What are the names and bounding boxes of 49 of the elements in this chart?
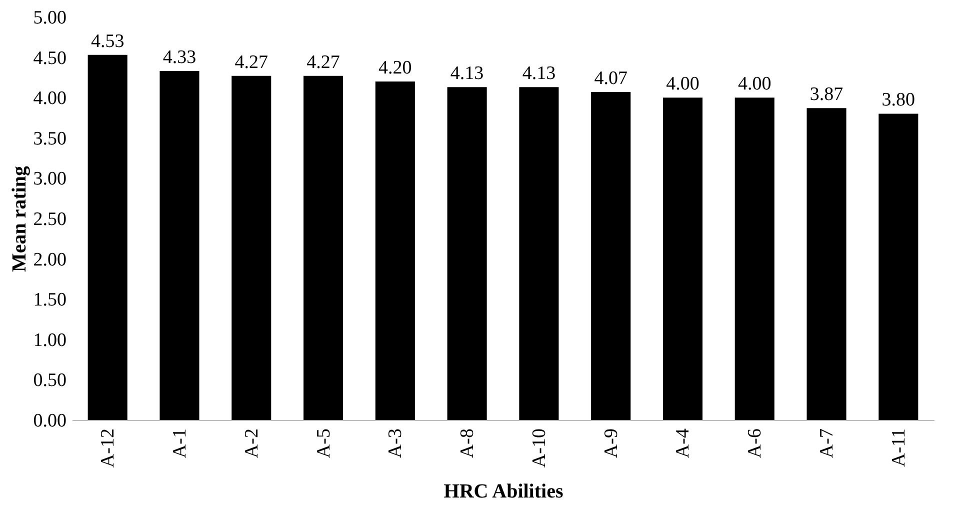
x-axis-title: HRC Abilities	[444, 480, 564, 503]
x-tick-label: A-12	[98, 428, 119, 468]
y-tick-label: 2.00	[33, 249, 66, 270]
data-label: 3.87	[810, 84, 844, 106]
x-tick-label: A-2	[241, 428, 262, 458]
bar	[734, 98, 774, 420]
bar	[878, 114, 918, 420]
bar	[806, 108, 846, 420]
data-label: 4.00	[738, 74, 772, 95]
bar	[591, 92, 631, 420]
x-tick-label: A-6	[744, 428, 766, 458]
y-tick-label: 2.50	[33, 209, 66, 230]
bar	[303, 76, 344, 420]
bar	[375, 81, 415, 420]
x-tick-label: A-5	[313, 428, 334, 458]
y-tick-label: 4.00	[33, 88, 66, 110]
y-tick-label: 3.00	[33, 168, 66, 190]
data-label: 3.80	[882, 90, 916, 111]
x-tick-label: A-7	[816, 428, 838, 458]
data-label: 4.27	[306, 52, 340, 73]
x-tick-label: A-4	[672, 428, 694, 458]
data-label: 4.20	[378, 57, 412, 78]
y-tick-label: 1.50	[33, 290, 66, 311]
y-tick-label: 4.50	[33, 48, 66, 69]
y-tick-label: 5.00	[33, 8, 66, 28]
data-label: 4.13	[522, 63, 556, 84]
data-label: 4.53	[90, 30, 124, 52]
bar	[447, 87, 487, 420]
bar	[662, 98, 703, 420]
bar	[160, 71, 200, 420]
y-tick-label: 0.00	[33, 410, 66, 432]
y-tick-label: 0.50	[33, 370, 66, 392]
data-label: 4.07	[594, 68, 628, 89]
data-label: 4.27	[234, 52, 268, 73]
y-tick-label: 3.50	[33, 128, 66, 150]
x-tick-label: A-1	[169, 428, 190, 458]
x-tick-label: A-10	[528, 428, 550, 468]
data-label: 4.00	[666, 74, 700, 95]
x-tick-label: A-9	[600, 428, 622, 458]
data-label: 4.33	[162, 47, 196, 68]
bar	[232, 76, 272, 420]
y-tick-label: 1.00	[33, 330, 66, 351]
x-tick-label: A-11	[888, 428, 910, 467]
x-tick-label: A-8	[457, 428, 478, 458]
y-axis-title: Mean rating	[8, 166, 30, 272]
bar	[519, 87, 559, 420]
bar	[88, 54, 128, 420]
x-tick-label: A-3	[385, 428, 406, 458]
data-label: 4.13	[450, 63, 484, 84]
